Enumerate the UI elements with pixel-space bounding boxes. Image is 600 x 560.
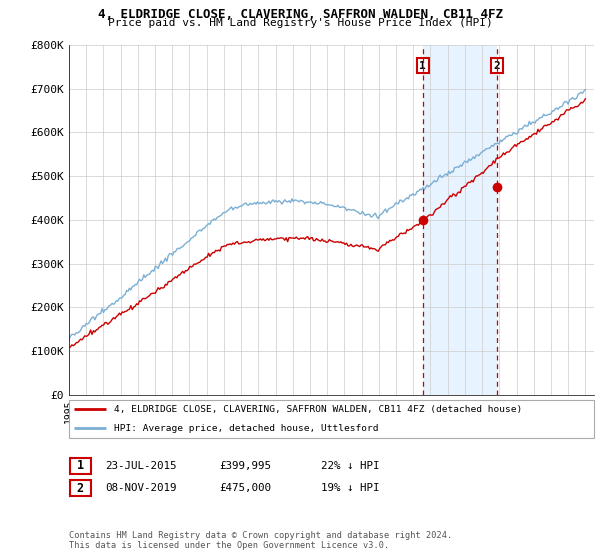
FancyBboxPatch shape <box>70 458 91 474</box>
Text: £399,995: £399,995 <box>219 461 271 471</box>
Text: 22% ↓ HPI: 22% ↓ HPI <box>321 461 380 471</box>
Text: 08-NOV-2019: 08-NOV-2019 <box>105 483 176 493</box>
Text: 23-JUL-2015: 23-JUL-2015 <box>105 461 176 471</box>
Text: 1: 1 <box>77 459 84 473</box>
Text: 2: 2 <box>493 60 500 71</box>
Text: 19% ↓ HPI: 19% ↓ HPI <box>321 483 380 493</box>
Text: 1: 1 <box>419 60 426 71</box>
Text: 4, ELDRIDGE CLOSE, CLAVERING, SAFFRON WALDEN, CB11 4FZ (detached house): 4, ELDRIDGE CLOSE, CLAVERING, SAFFRON WA… <box>113 405 522 414</box>
Bar <box>423 45 497 395</box>
Text: 4, ELDRIDGE CLOSE, CLAVERING, SAFFRON WALDEN, CB11 4FZ: 4, ELDRIDGE CLOSE, CLAVERING, SAFFRON WA… <box>97 8 503 21</box>
Text: £475,000: £475,000 <box>219 483 271 493</box>
Text: Contains HM Land Registry data © Crown copyright and database right 2024.
This d: Contains HM Land Registry data © Crown c… <box>69 531 452 550</box>
Text: HPI: Average price, detached house, Uttlesford: HPI: Average price, detached house, Uttl… <box>113 424 378 433</box>
FancyBboxPatch shape <box>70 480 91 496</box>
Text: Price paid vs. HM Land Registry's House Price Index (HPI): Price paid vs. HM Land Registry's House … <box>107 18 493 29</box>
FancyBboxPatch shape <box>69 400 594 438</box>
Text: 2: 2 <box>77 482 84 495</box>
